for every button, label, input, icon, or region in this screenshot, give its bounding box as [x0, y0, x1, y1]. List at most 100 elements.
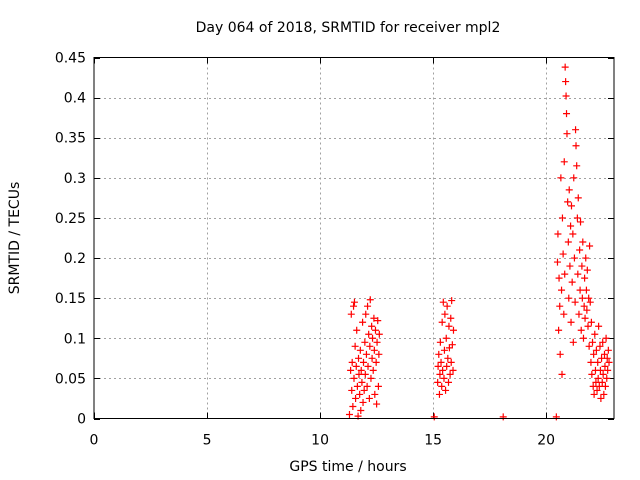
data-point	[584, 322, 592, 330]
data-point	[375, 330, 383, 338]
data-point	[434, 362, 442, 370]
y-tick-label: 0.2	[64, 251, 86, 267]
data-point	[366, 342, 374, 350]
data-point	[352, 362, 360, 370]
data-point	[347, 310, 355, 318]
y-tick-label: 0.05	[55, 371, 86, 387]
data-point	[373, 338, 381, 346]
data-point	[552, 413, 560, 421]
data-point	[603, 354, 611, 362]
data-point	[585, 342, 593, 350]
data-point	[449, 326, 457, 334]
data-point	[442, 386, 450, 394]
data-points	[345, 63, 613, 421]
data-point	[371, 326, 379, 334]
data-point	[439, 298, 447, 306]
data-point	[577, 326, 585, 334]
data-point	[374, 317, 382, 325]
tick-labels: 0 5 10 15 20 0 0.05 0.1 0.15 0.2 0.25 0.3 0.35 0.4 0.4…	[55, 51, 555, 449]
data-point	[375, 350, 383, 358]
data-point	[438, 382, 446, 390]
data-point	[563, 130, 571, 138]
data-point	[353, 382, 361, 390]
data-point	[359, 318, 367, 326]
x-tick-label: 15	[424, 433, 442, 449]
data-point	[361, 370, 369, 378]
data-point	[360, 386, 368, 394]
data-point	[447, 358, 455, 366]
data-point	[355, 370, 363, 378]
data-point	[350, 298, 358, 306]
y-tick-label: 0.45	[55, 51, 86, 67]
data-point	[601, 350, 609, 358]
data-point	[572, 126, 580, 134]
data-point	[363, 382, 371, 390]
data-point	[430, 413, 438, 421]
data-point	[594, 374, 602, 382]
data-point	[436, 370, 444, 378]
data-point	[579, 334, 587, 342]
data-point	[567, 222, 575, 230]
data-point	[448, 297, 456, 305]
data-point	[587, 358, 595, 366]
data-point	[558, 214, 566, 222]
data-point	[445, 322, 453, 330]
data-point	[573, 162, 581, 170]
data-point	[565, 186, 573, 194]
x-tick-label: 10	[311, 433, 329, 449]
data-point	[567, 202, 575, 210]
x-tick-label: 0	[90, 433, 99, 449]
y-tick-label: 0.15	[55, 291, 86, 307]
data-point	[350, 302, 358, 310]
data-point	[573, 214, 581, 222]
data-point	[562, 92, 570, 100]
data-point	[586, 242, 594, 250]
data-point	[574, 194, 582, 202]
data-point	[587, 318, 595, 326]
data-point	[586, 298, 594, 306]
data-point	[438, 318, 446, 326]
data-point	[359, 358, 367, 366]
data-point	[588, 370, 596, 378]
data-point	[593, 386, 601, 394]
data-point	[580, 302, 588, 310]
data-point	[597, 394, 605, 402]
data-point	[370, 314, 378, 322]
data-point	[603, 374, 611, 382]
data-point	[365, 394, 373, 402]
data-point	[355, 354, 363, 362]
data-point	[499, 413, 507, 421]
data-point	[556, 350, 564, 358]
data-point	[590, 390, 598, 398]
data-point	[561, 270, 569, 278]
data-point	[561, 63, 569, 71]
data-point	[554, 230, 562, 238]
data-point	[590, 350, 598, 358]
data-point	[353, 326, 361, 334]
data-point	[570, 254, 578, 262]
data-point	[562, 78, 570, 86]
data-point	[555, 326, 563, 334]
data-point	[440, 346, 448, 354]
data-point	[434, 378, 442, 386]
data-point	[435, 350, 443, 358]
data-point	[364, 302, 372, 310]
data-point	[372, 358, 380, 366]
data-point	[366, 296, 374, 304]
data-point	[359, 398, 367, 406]
data-point	[563, 110, 571, 118]
data-point	[599, 338, 607, 346]
data-point	[581, 314, 589, 322]
data-point	[601, 362, 609, 370]
data-point	[368, 354, 376, 362]
data-point	[443, 302, 451, 310]
data-point	[352, 394, 360, 402]
data-point	[445, 344, 453, 352]
data-point	[576, 246, 584, 254]
data-point	[591, 330, 599, 338]
data-point	[600, 390, 608, 398]
data-point	[581, 274, 589, 282]
data-point	[576, 286, 584, 294]
data-point	[362, 350, 370, 358]
